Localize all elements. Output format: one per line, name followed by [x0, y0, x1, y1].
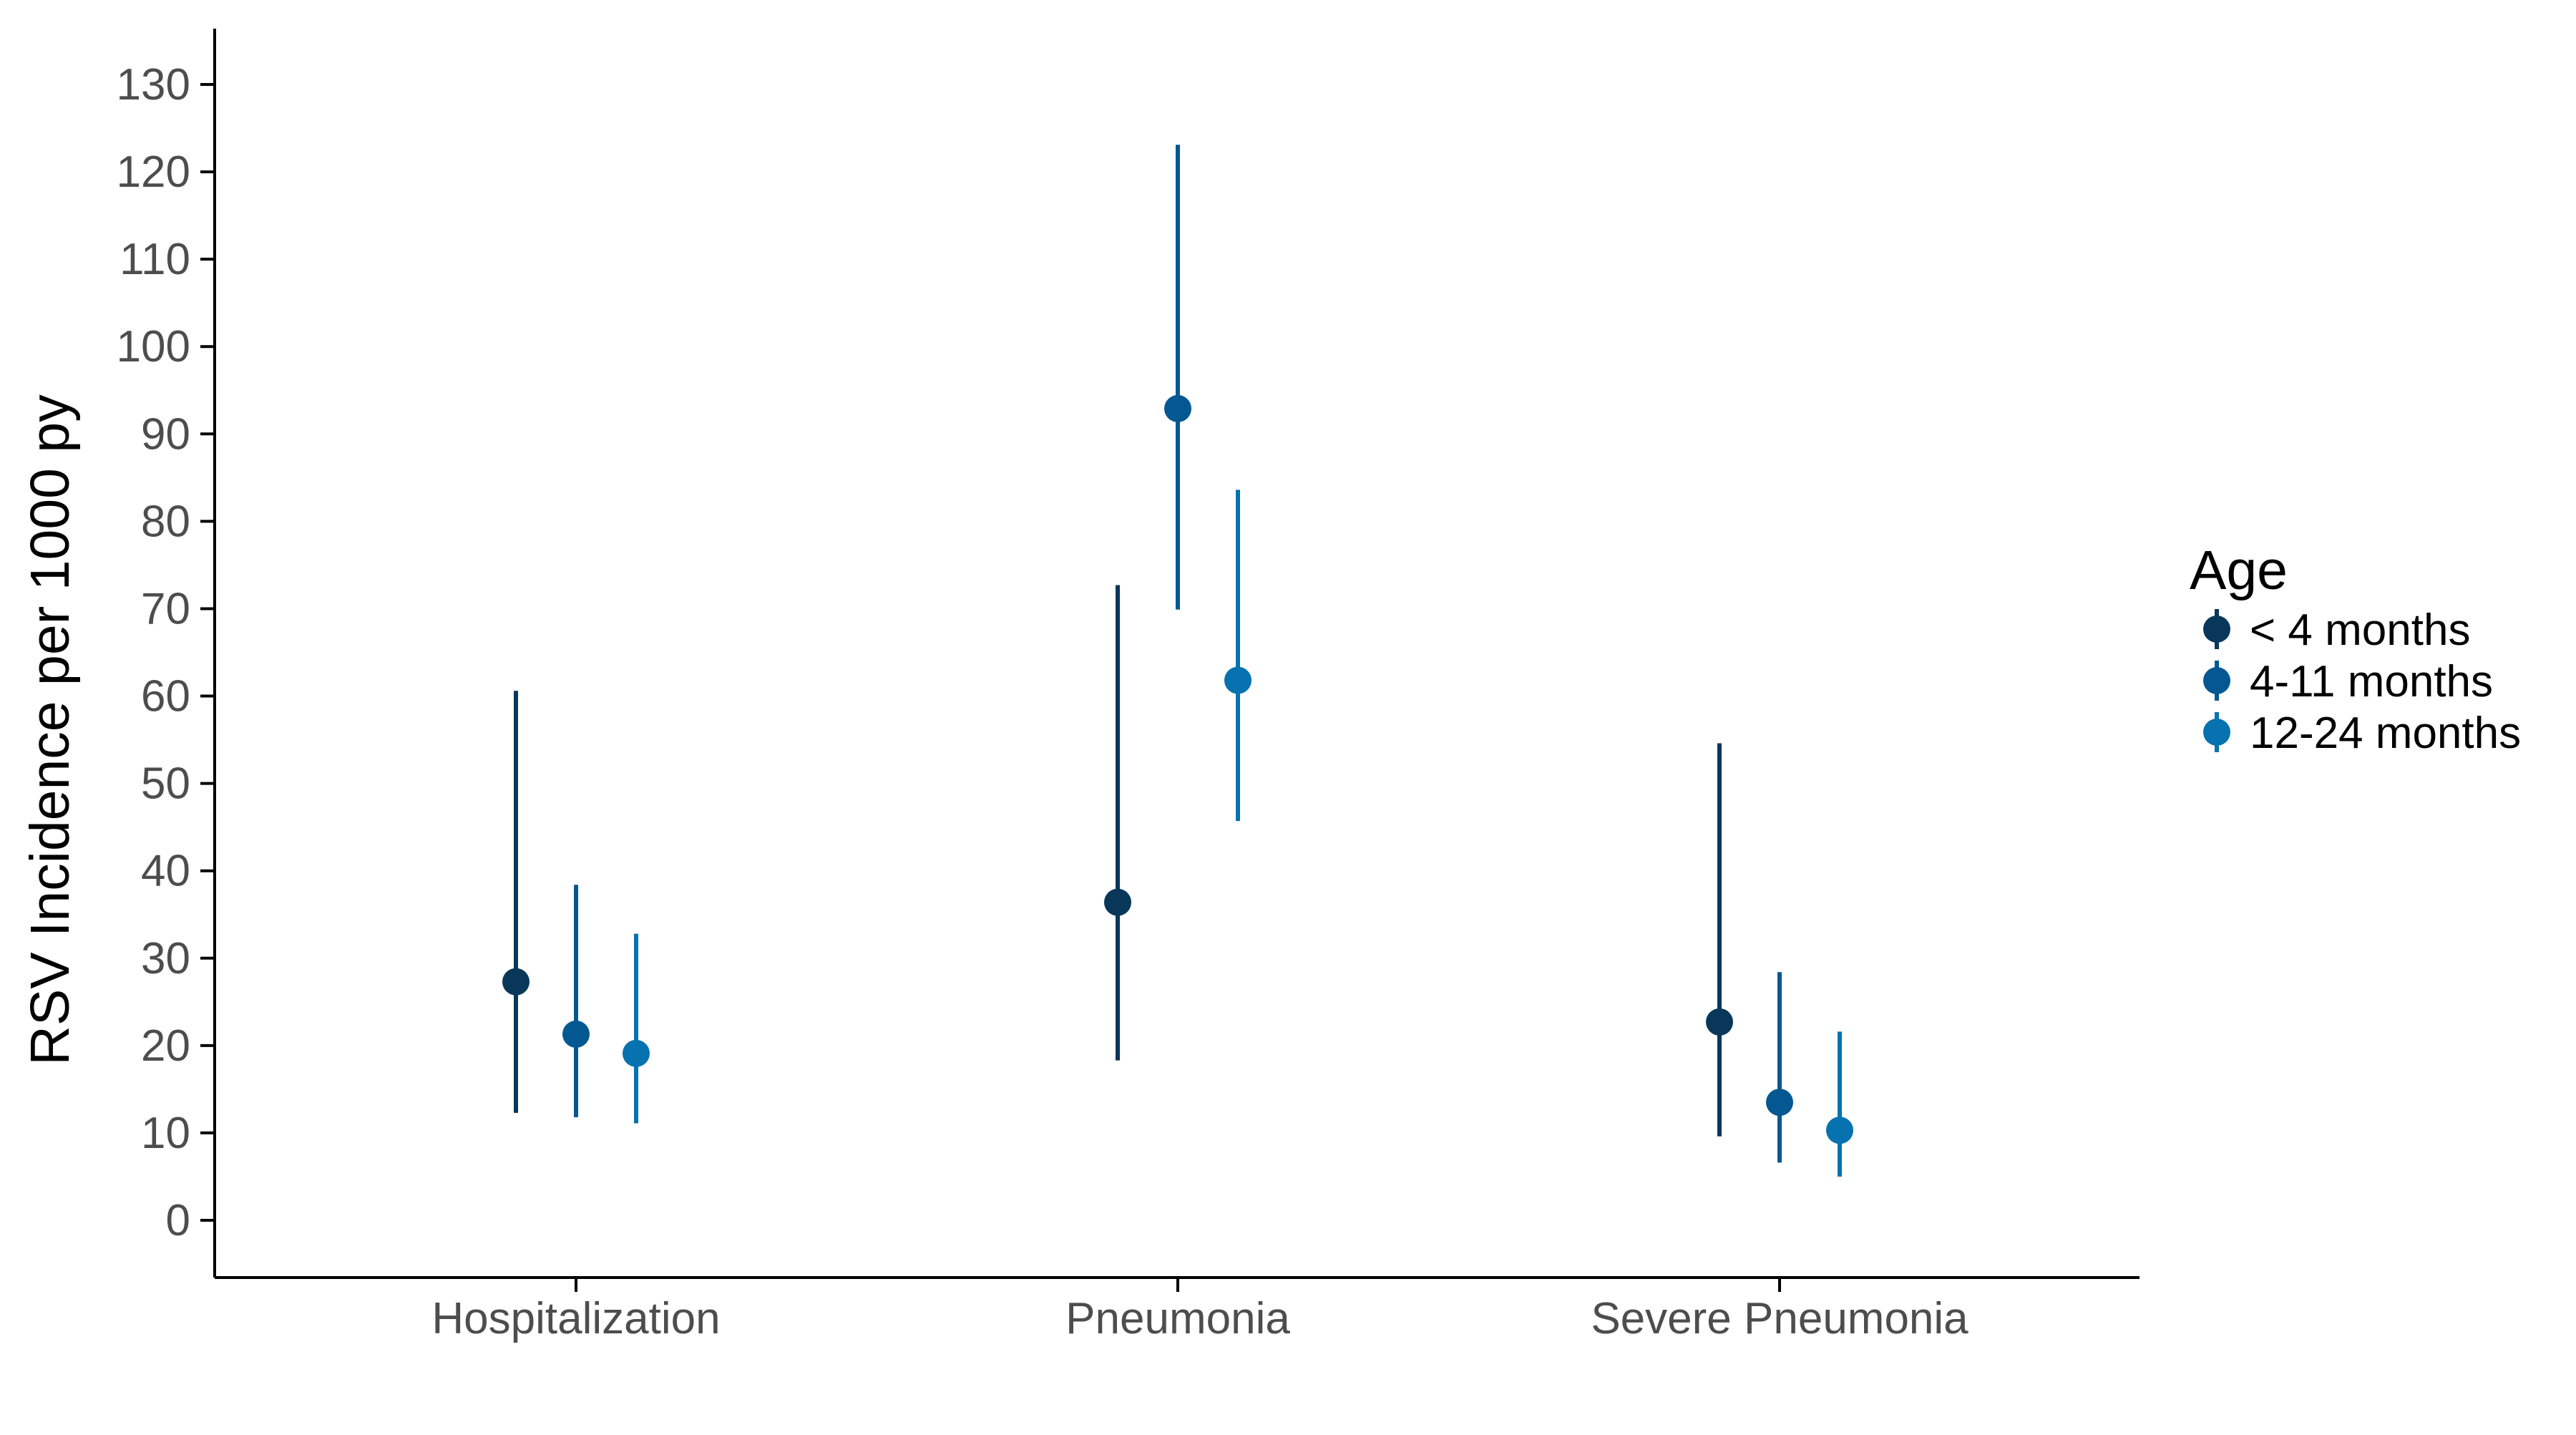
- legend-item: 12-24 months: [2203, 709, 2521, 758]
- legend-title: Age: [2190, 540, 2288, 601]
- x-tick-label: Severe Pneumonia: [1591, 1294, 1968, 1343]
- y-tick-label: 130: [117, 60, 190, 110]
- data-point: [562, 1020, 590, 1048]
- x-tick-label: Pneumonia: [1065, 1294, 1290, 1343]
- y-axis: 0 10 20 30 40 50 60 70 80 90 100 110 120 130: [117, 29, 216, 1278]
- series-group: [562, 145, 1793, 1163]
- y-tick-label: 110: [119, 235, 190, 284]
- data-point: [1104, 888, 1131, 916]
- series-group: [623, 490, 1853, 1177]
- y-tick-label: 20: [141, 1021, 190, 1071]
- legend-label: < 4 months: [2250, 605, 2470, 655]
- y-tick-label: 100: [117, 322, 190, 371]
- legend-key-point: [2203, 667, 2230, 694]
- series-group: [502, 585, 1733, 1137]
- y-tick-label: 120: [117, 147, 190, 197]
- y-tick-label: 0: [166, 1196, 190, 1245]
- legend-key-point: [2203, 616, 2230, 643]
- y-tick-label: 70: [141, 584, 190, 633]
- x-tick-label: Hospitalization: [431, 1294, 720, 1343]
- y-tick-label: 50: [141, 759, 190, 809]
- y-tick-label: 90: [141, 409, 190, 459]
- legend-label: 12-24 months: [2250, 709, 2521, 758]
- legend-key-point: [2203, 719, 2230, 746]
- data-point: [1826, 1117, 1853, 1144]
- legend-item: 4-11 months: [2203, 657, 2493, 706]
- y-tick-label: 60: [141, 672, 190, 721]
- y-tick-label: 10: [141, 1109, 190, 1158]
- data-point: [1224, 666, 1252, 694]
- data-point: [623, 1039, 650, 1067]
- y-tick-label: 30: [141, 934, 190, 983]
- plot-area: [502, 145, 1853, 1177]
- legend-item: < 4 months: [2203, 605, 2470, 655]
- data-point: [1706, 1008, 1733, 1036]
- x-axis: Hospitalization Pneumonia Severe Pneumonia: [215, 1276, 2140, 1343]
- data-point: [502, 968, 530, 996]
- y-tick-label: 40: [141, 847, 190, 896]
- legend-label: 4-11 months: [2250, 657, 2493, 706]
- y-tick-label: 80: [141, 497, 190, 546]
- data-point: [1164, 394, 1191, 422]
- y-axis-title: RSV Incidence per 1000 py: [19, 394, 81, 1066]
- data-point: [1766, 1089, 1793, 1117]
